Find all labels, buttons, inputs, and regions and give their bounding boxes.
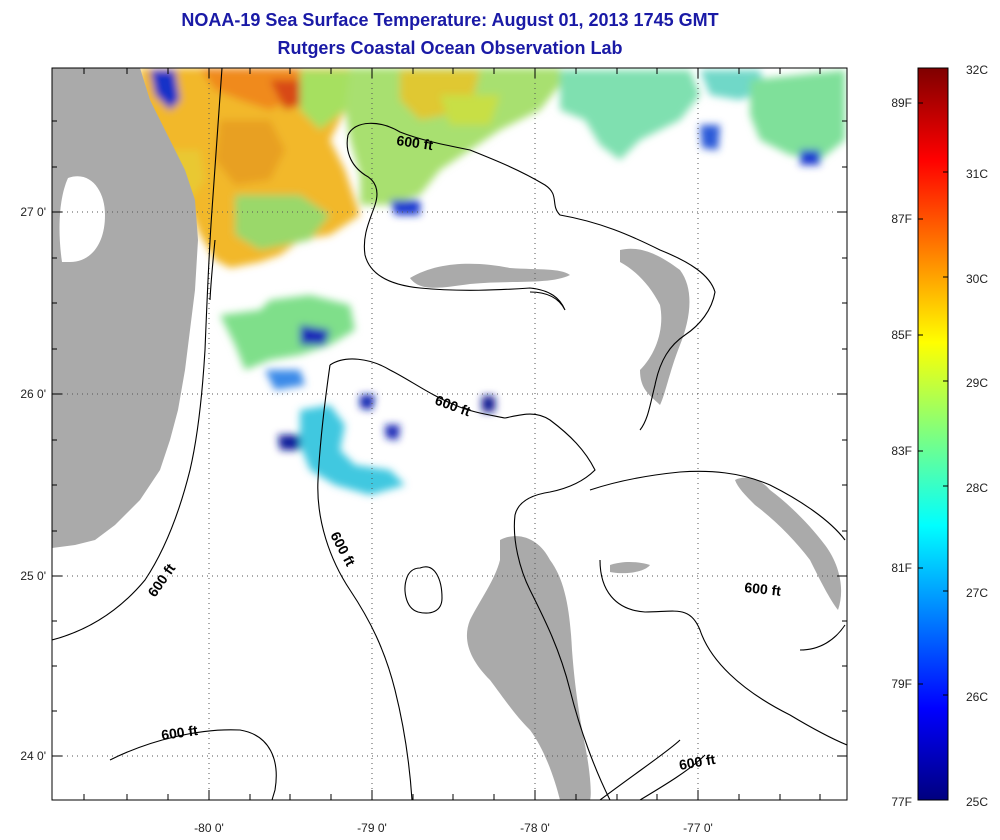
colorbar: 32C 31C 30C 29C 28C 27C 26C 25C 89F 87F … <box>891 63 988 809</box>
colorbar-fahrenheit-label: 87F <box>891 212 912 226</box>
colorbar-gradient <box>917 67 949 801</box>
colorbar-fahrenheit-label: 77F <box>891 795 912 809</box>
lon-tick-label: -77 0' <box>683 821 713 835</box>
colorbar-celsius-label: 29C <box>966 376 988 390</box>
colorbar-fahrenheit-label: 81F <box>891 561 912 575</box>
lon-tick-label: -80 0' <box>194 821 224 835</box>
lake-okeechobee <box>59 176 105 262</box>
colorbar-celsius-label: 32C <box>966 63 988 77</box>
grand-bahama-land <box>410 263 570 288</box>
lat-tick-label: 27 0' <box>20 205 46 219</box>
new-providence-land <box>610 561 650 574</box>
abaco-land <box>620 248 690 405</box>
colorbar-fahrenheit-label: 89F <box>891 96 912 110</box>
lon-tick-label: -79 0' <box>357 821 387 835</box>
lat-tick-label: 24 0' <box>20 749 46 763</box>
contour-label-south: 600 ft <box>678 751 717 773</box>
lat-tick-label: 25 0' <box>20 569 46 583</box>
andros-land <box>466 536 591 800</box>
axis-ticks <box>52 68 847 800</box>
sst-data-layer <box>140 68 845 495</box>
lon-tick-label: -78 0' <box>520 821 550 835</box>
contour-label-north: 600 ft <box>396 132 435 153</box>
colorbar-fahrenheit-label: 79F <box>891 677 912 691</box>
map-area: 600 ft 600 ft 600 ft 600 ft 600 ft 600 f… <box>52 68 847 800</box>
colorbar-fahrenheit-label: 85F <box>891 328 912 342</box>
colorbar-celsius-label: 30C <box>966 272 988 286</box>
map-frame <box>51 67 848 801</box>
lat-tick-label: 26 0' <box>20 387 46 401</box>
contour-label-east: 600 ft <box>744 579 782 599</box>
map-subtitle: Rutgers Coastal Ocean Observation Lab <box>277 38 623 58</box>
depth-contours <box>52 68 847 800</box>
graticule <box>52 68 847 800</box>
contour-label-southwest: 600 ft <box>160 722 199 743</box>
map-title: NOAA-19 Sea Surface Temperature: August … <box>181 10 719 30</box>
colorbar-celsius-label: 28C <box>966 481 988 495</box>
eleuthera-land <box>735 477 842 610</box>
colorbar-celsius-label: 27C <box>966 586 988 600</box>
colorbar-fahrenheit-label: 83F <box>891 444 912 458</box>
colorbar-celsius-label: 31C <box>966 167 988 181</box>
colorbar-celsius-label: 26C <box>966 690 988 704</box>
colorbar-celsius-label: 25C <box>966 795 988 809</box>
